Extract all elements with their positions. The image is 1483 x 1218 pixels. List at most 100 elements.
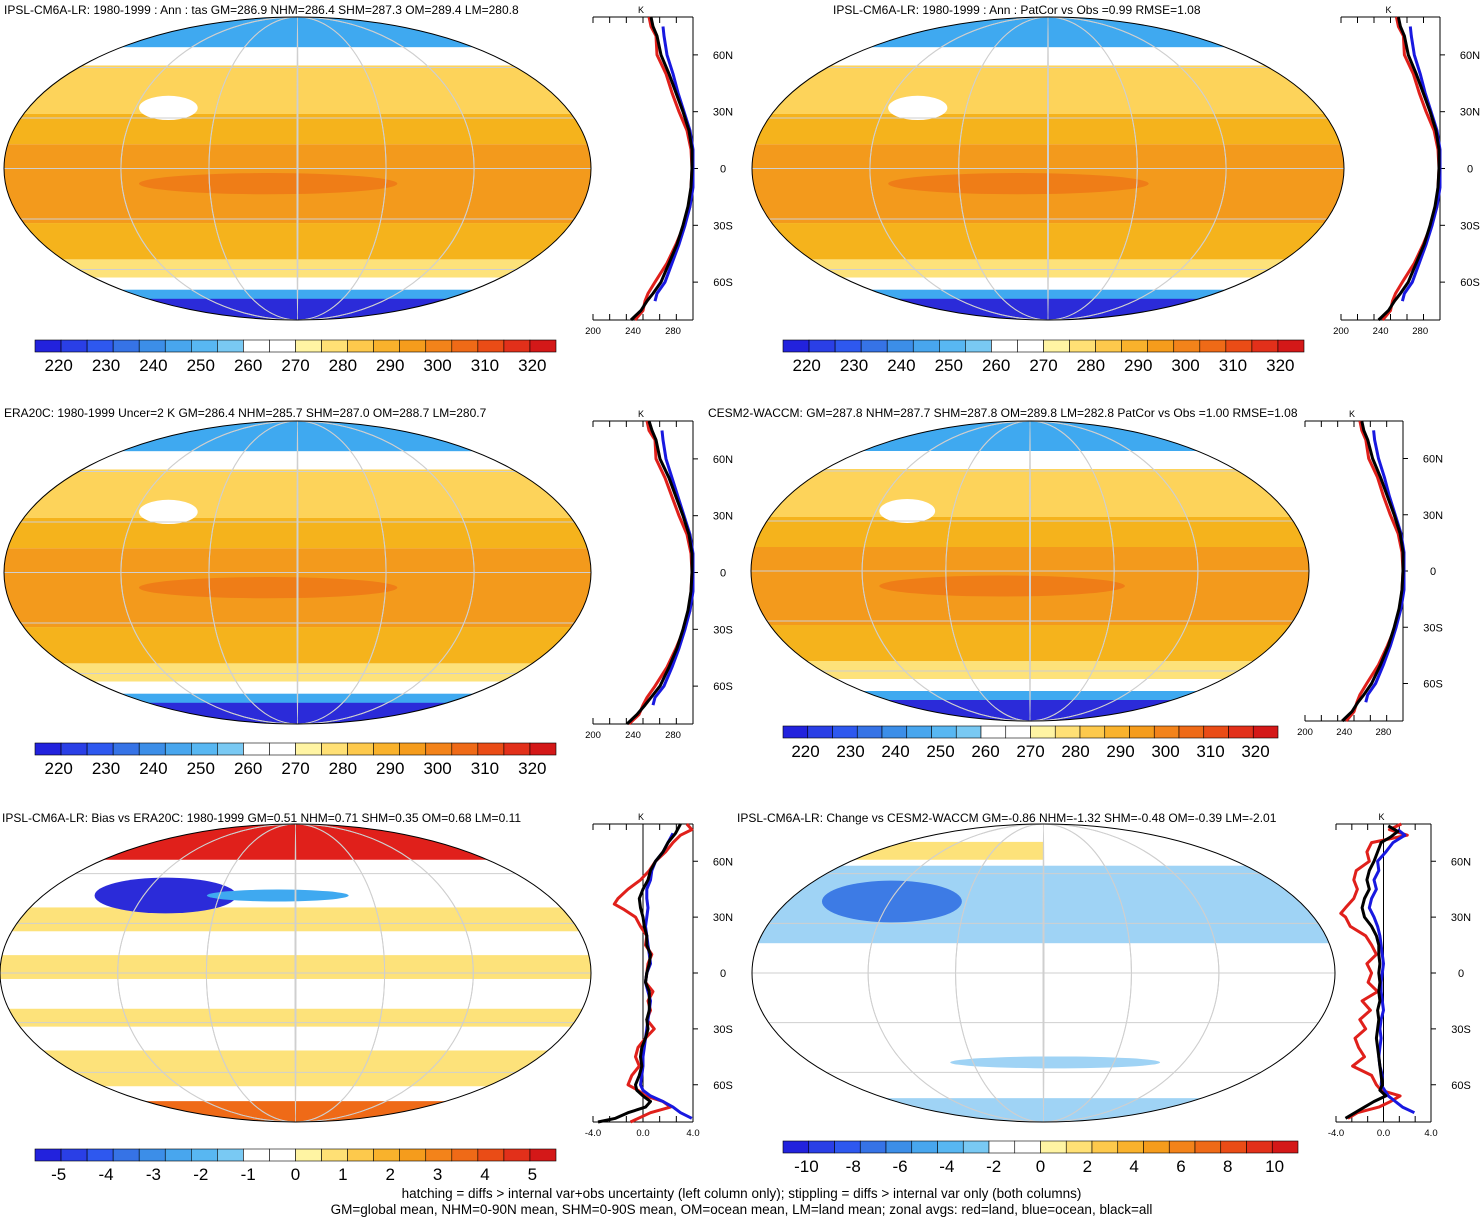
colorbar-swatch [1054,725,1081,739]
map-field [4,421,591,724]
colorbar-swatch [980,725,1007,739]
colorbar-tick-label: 300 [423,759,451,778]
zonal-unit-label: K [1349,409,1355,419]
meridian-line [867,824,1220,1122]
colorbar-tick-label: 260 [234,356,262,375]
meridian-line [296,421,299,724]
meridian-line [120,17,475,320]
panel-title: CESM2-WACCM: GM=287.8 NHM=287.7 SHM=287.… [708,406,1298,420]
lat-tick-label: 30N [1460,107,1480,119]
colorbar-swatch [1043,339,1070,353]
colorbar-swatch [808,1140,835,1154]
colorbar-swatch [1203,725,1229,739]
colorbar-swatch [373,742,400,756]
colorbar-swatch [1277,339,1305,353]
colorbar-swatch [138,742,166,756]
colorbar-tick-label: 290 [1106,742,1134,761]
colorbar-swatch [988,1140,1016,1154]
colorbar-tick-label: 230 [92,356,120,375]
colorbar-swatch [217,1148,244,1162]
meridian-line [120,421,475,724]
colorbar-swatch [295,339,322,353]
colorbar-tick-label: 260 [982,356,1010,375]
zonal-x-tick-label: 4.0 [1424,1128,1437,1139]
map-outline [751,16,1345,321]
zonal-x-tick-label: 0.0 [1377,1128,1390,1139]
colorbar-swatch [138,1148,166,1162]
colorbar-tick-label: -1 [241,1165,256,1184]
colorbar-tick-label: 300 [1151,742,1179,761]
colorbar-swatch [911,1140,938,1154]
map-outline [750,420,1310,722]
zonal-x-tick-label: 200 [585,730,601,741]
colorbar-swatch [347,1148,374,1162]
colorbar-tick-label: 260 [234,759,262,778]
colorbar-swatch [1199,339,1227,353]
map-outline [3,16,592,321]
colorbar-swatch [1246,1140,1273,1154]
colorbar-tick-label: 6 [1176,1157,1185,1176]
colorbar-swatch [217,339,244,353]
meridian-line [869,17,1227,320]
zonal-unit-label: K [638,812,644,822]
colorbar-swatch [112,339,140,353]
colorbar-tick-label: 2 [385,1165,394,1184]
colorbar-swatch [886,339,914,353]
colorbar-swatch [1271,1140,1299,1154]
colorbar-tick-label: 280 [329,356,357,375]
colorbar-swatch [425,339,453,353]
zonal-x-tick-label: 200 [1333,326,1349,337]
colorbar-tick-label: 250 [926,742,954,761]
zonal-x-tick-label: 0.0 [636,1128,649,1139]
colorbar-swatch [834,1140,861,1154]
colorbar-tick-label: 300 [1171,356,1199,375]
map-field [751,421,1309,721]
colorbar-tick-label: 270 [281,356,309,375]
zonal-x-tick-label: 240 [625,326,641,337]
panel-graphic: K 200 240 280 60N 30N 0 30S 60S 220 230 240 250 260 27… [3,409,733,778]
colorbar-tick-label: 240 [139,356,167,375]
colorbar-swatch [529,742,557,756]
colorbar-swatch [1030,725,1056,739]
panel-change: IPSL-CM6A-LR: Change vs CESM2-WACCM GM=-… [737,808,1483,1188]
equatorial-warm-pool [888,173,1149,195]
panel-graphic: K -4.0 0.0 4.0 60N 30N 0 30S 60S -10 -8 -6 -4 -2 0 2 4 6 8… [751,812,1471,1176]
lat-tick-label: 0 [720,164,726,176]
colorbar-swatch [347,339,374,353]
panel-title: IPSL-CM6A-LR: Bias vs ERA20C: 1980-1999 … [2,811,522,825]
footer-note-1: hatching = diffs > internal var+obs unce… [401,1186,1082,1201]
lat-tick-label: 0 [720,968,726,980]
lat-tick-label: 0 [1467,164,1473,176]
colorbar-tick-label: 250 [187,759,215,778]
colorbar-tick-label: 240 [139,759,167,778]
colorbar-swatch [399,339,427,353]
colorbar-swatch [1168,1140,1196,1154]
colorbar-swatch [34,339,62,353]
colorbar-tick-label: 310 [1219,356,1247,375]
lat-tick-label: 30S [713,624,733,636]
colorbar-swatch [269,742,296,756]
colorbar-swatch [321,742,348,756]
lat-tick-label: 30N [1451,912,1471,924]
lat-tick-label: 60S [713,277,733,289]
zonal-x-tick-label: -4.0 [585,1128,601,1139]
tibet-cold-patch [888,95,948,121]
colorbar-swatch [939,339,966,353]
colorbar-tick-label: 1 [338,1165,347,1184]
colorbar-swatch [529,1148,557,1162]
colorbar-tick-label: 5 [528,1165,537,1184]
colorbar-tick-label: 230 [92,759,120,778]
colorbar-swatch [373,1148,400,1162]
lat-tick-label: 60N [713,454,733,466]
colorbar-swatch [34,742,62,756]
lat-tick-label: 30S [1460,220,1480,232]
colorbar-tick-label: 220 [44,356,72,375]
meridian-line [117,824,474,1122]
panel-graphic: K -4.0 0.0 4.0 60N 30N 0 30S 60S -5 -4 -3 -2 -1 0 1 2 3 4 5 [0,812,733,1184]
colorbar-swatch [860,339,888,353]
colorbar-swatch [138,339,166,353]
colorbar-swatch [321,339,348,353]
lat-tick-label: 0 [1458,968,1464,980]
meridian-line [1029,421,1031,721]
colorbar-tick-label: 220 [791,742,819,761]
